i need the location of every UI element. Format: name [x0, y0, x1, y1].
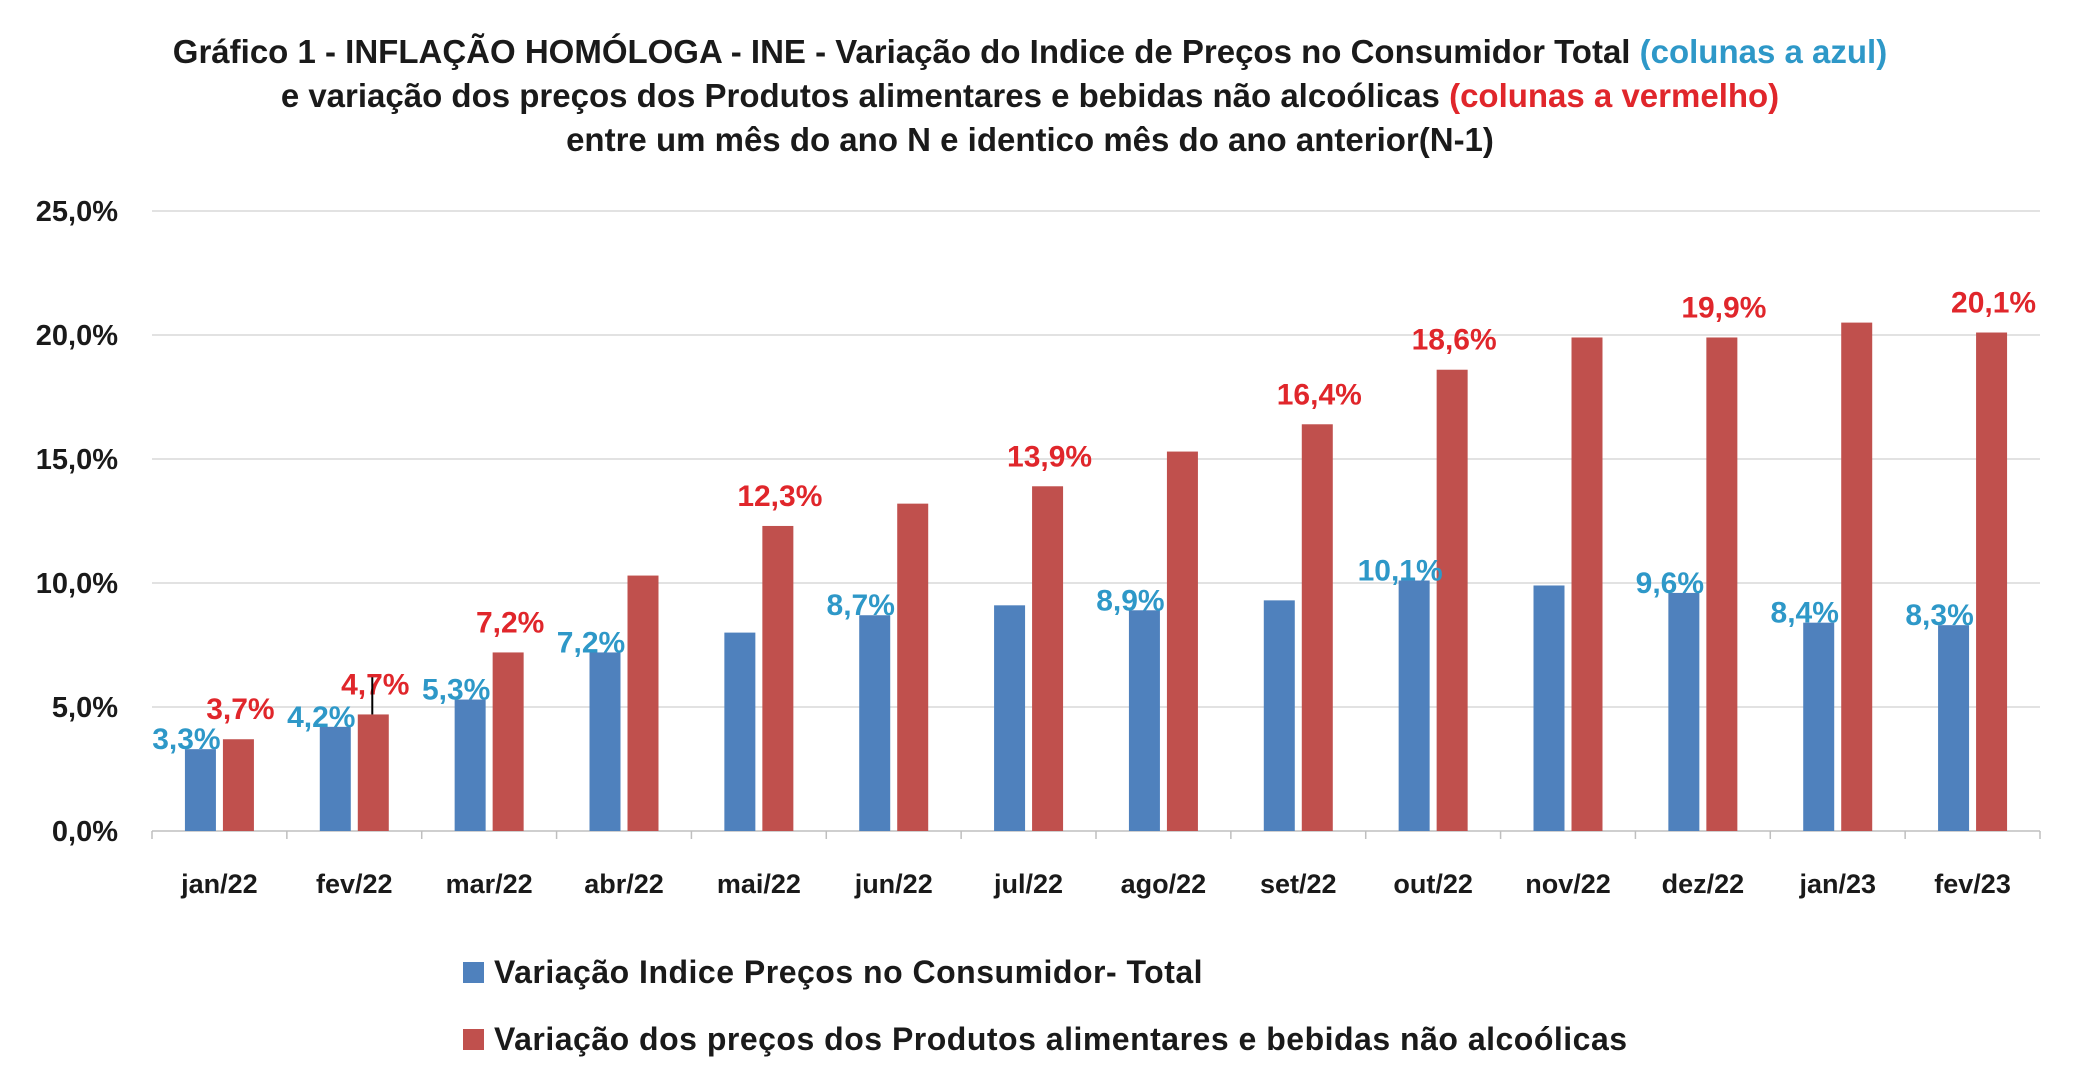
bar-food [1301, 424, 1333, 831]
data-label-cpi: 8,7% [827, 589, 895, 622]
chart-title: Gráfico 1 - INFLAÇÃO HOMÓLOGA - INE - Va… [160, 30, 1900, 162]
data-label-cpi: 10,1% [1358, 555, 1443, 588]
bar-cpi [859, 615, 891, 831]
bars [184, 322, 2008, 831]
data-label-food: 7,2% [476, 606, 544, 639]
data-label-cpi: 7,2% [557, 626, 625, 659]
legend-label-food: Variação dos preços dos Produtos aliment… [494, 1021, 1628, 1057]
data-label-cpi: 5,3% [422, 674, 490, 707]
data-label-food: 20,1% [1951, 287, 2036, 320]
bar-food [357, 714, 389, 831]
x-tick-label: jul/22 [993, 869, 1063, 899]
bar-food [1436, 369, 1468, 831]
data-label-cpi: 4,2% [287, 701, 355, 734]
bar-food [1032, 486, 1064, 831]
x-tick-label: fev/23 [1934, 869, 2011, 899]
bar-cpi [1668, 592, 1700, 831]
x-tick-label: out/22 [1393, 869, 1473, 899]
y-tick-label: 10,0% [36, 568, 118, 600]
bar-food [1706, 337, 1738, 831]
bar-cpi [454, 699, 486, 831]
y-tick-label: 15,0% [36, 444, 118, 476]
y-tick-label: 5,0% [52, 692, 118, 724]
legend-item-food: Variação dos preços dos Produtos aliment… [463, 1021, 1628, 1058]
bar-food [897, 503, 929, 831]
bar-food [492, 652, 524, 831]
bar-food [762, 525, 794, 831]
bar-cpi [994, 605, 1026, 831]
x-tick-label: fev/22 [316, 869, 393, 899]
x-tick-label: jan/23 [1798, 869, 1876, 899]
bar-chart: 0,0% 5,0% 10,0% 15,0% 20,0% 25,0% jan/22 fev/2… [36, 196, 2041, 899]
legend-swatch-red [463, 1029, 484, 1050]
bar-food [1841, 322, 1873, 831]
legend-label-cpi: Variação Indice Preços no Consumidor- To… [494, 954, 1204, 990]
x-tick-label: dez/22 [1662, 869, 1745, 899]
bar-cpi [319, 726, 351, 831]
bar-food [1976, 332, 2008, 831]
data-label-food: 4,7% [341, 668, 409, 701]
bar-food [1571, 337, 1603, 831]
data-label-food: 19,9% [1681, 291, 1766, 324]
y-tick-label: 0,0% [52, 816, 118, 848]
bar-food [222, 739, 254, 831]
x-axis: jan/22 fev/22 mar/22 abr/22 mai/22 jun/22 jul/… [151, 831, 2041, 899]
y-axis: 0,0% 5,0% 10,0% 15,0% 20,0% 25,0% [36, 196, 118, 848]
legend-swatch-blue [463, 962, 484, 983]
bar-cpi [1128, 610, 1160, 831]
bar-cpi [1263, 600, 1295, 831]
bar-cpi [589, 652, 621, 831]
x-tick-label: set/22 [1260, 869, 1337, 899]
x-tick-label: ago/22 [1121, 869, 1207, 899]
bar-food [627, 575, 659, 831]
title-part-3: e variação dos preços dos Produtos alime… [280, 77, 1450, 114]
data-label-cpi: 8,4% [1771, 597, 1839, 630]
data-label-food: 12,3% [737, 480, 822, 513]
x-tick-label: mai/22 [717, 869, 801, 899]
x-tick-label: mar/22 [446, 869, 533, 899]
bar-food [1166, 451, 1198, 831]
y-tick-label: 25,0% [36, 196, 118, 228]
data-label-food: 3,7% [206, 693, 274, 726]
x-tick-label: nov/22 [1525, 869, 1611, 899]
title-part-5: entre um mês do ano N e identico mês do … [566, 121, 1494, 158]
data-label-cpi: 9,6% [1636, 567, 1704, 600]
data-label-food: 18,6% [1412, 324, 1497, 357]
data-label-cpi: 8,3% [1905, 599, 1973, 632]
y-tick-label: 20,0% [36, 320, 118, 352]
x-tick-label: jun/22 [854, 869, 933, 899]
bar-cpi [1398, 580, 1430, 831]
title-blue-note: (colunas a azul) [1639, 33, 1888, 70]
data-label-food: 13,9% [1007, 440, 1092, 473]
x-tick-label: abr/22 [584, 869, 664, 899]
data-label-food: 16,4% [1277, 378, 1362, 411]
title-part-1: Gráfico 1 - INFLAÇÃO HOMÓLOGA - INE - Va… [172, 33, 1640, 70]
bar-cpi [1533, 585, 1565, 831]
data-label-cpi: 3,3% [152, 723, 220, 756]
data-label-cpi: 8,9% [1096, 584, 1164, 617]
data-labels: 3,3%3,7% 4,2%4,7% 5,3% 7,2% 7,2% 12,3% 8,7% 13,… [152, 287, 2036, 757]
bar-cpi [184, 749, 216, 831]
legend-item-cpi: Variação Indice Preços no Consumidor- To… [463, 954, 1203, 991]
title-red-note: (colunas a vermelho) [1449, 77, 1780, 114]
bar-cpi [1803, 622, 1835, 831]
bar-cpi [1938, 625, 1970, 831]
bar-cpi [724, 632, 756, 831]
x-tick-label: jan/22 [180, 869, 258, 899]
